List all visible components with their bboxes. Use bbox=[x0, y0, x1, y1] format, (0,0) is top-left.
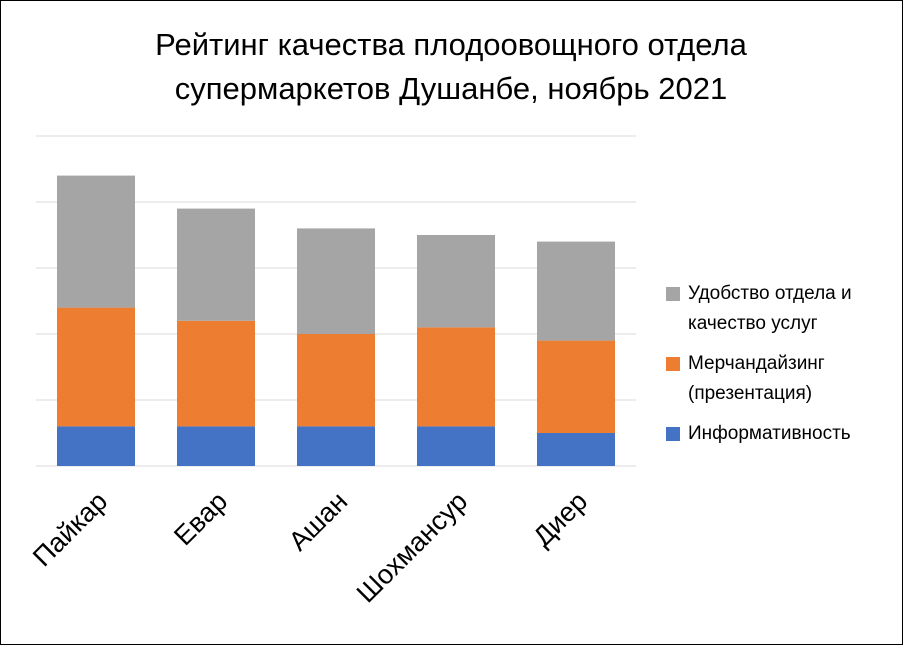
x-tick-label: Пайкар bbox=[27, 486, 113, 572]
bar-segment bbox=[417, 327, 495, 427]
bar-segment bbox=[57, 175, 135, 308]
x-tick-label: Евар bbox=[168, 486, 233, 551]
bar-segment bbox=[57, 426, 135, 466]
bar-segment bbox=[297, 228, 375, 334]
legend-swatch bbox=[666, 287, 680, 301]
bar-segment bbox=[177, 208, 255, 321]
bar-segment bbox=[297, 426, 375, 466]
legend-item: Удобство отдела и качество услуг bbox=[666, 279, 896, 339]
legend-swatch bbox=[666, 357, 680, 371]
bar-segment bbox=[417, 235, 495, 328]
x-tick-label: Диер bbox=[527, 486, 593, 552]
bar-segment bbox=[57, 307, 135, 427]
x-tick-label: Ашан bbox=[283, 486, 353, 556]
bar-segment bbox=[537, 433, 615, 466]
bar-segment bbox=[177, 320, 255, 427]
legend-label: Удобство отдела и качество услуг bbox=[688, 283, 852, 334]
bar-segment bbox=[297, 334, 375, 427]
legend-swatch bbox=[666, 427, 680, 441]
bar-segment bbox=[537, 340, 615, 433]
x-tick-label: Шохмансур bbox=[351, 486, 473, 608]
legend-item: Информативность bbox=[666, 419, 896, 449]
legend-label: Информативность bbox=[688, 423, 851, 444]
legend: Удобство отдела и качество услуг Мерчанда… bbox=[666, 279, 896, 459]
legend-label: Мерчандайзинг (презентация) bbox=[688, 353, 825, 404]
bar-segment bbox=[537, 241, 615, 341]
chart-title: Рейтинг качества плодоовощного отдела су… bbox=[155, 27, 747, 106]
legend-item: Мерчандайзинг (презентация) bbox=[666, 349, 896, 409]
bar-segment bbox=[177, 426, 255, 466]
bar-segment bbox=[417, 426, 495, 466]
